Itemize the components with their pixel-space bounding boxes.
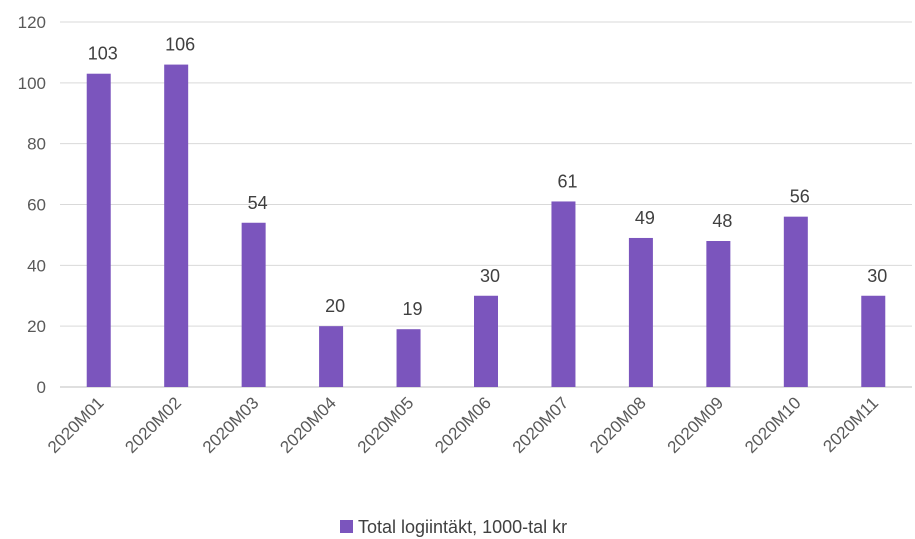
legend-swatch <box>340 520 353 533</box>
bar <box>241 222 266 387</box>
bar <box>164 64 189 387</box>
bar <box>319 326 344 387</box>
data-label: 20 <box>325 296 345 316</box>
bar <box>706 241 731 387</box>
x-tick-label: 2020M03 <box>199 393 263 457</box>
data-label: 106 <box>165 35 195 55</box>
y-axis-ticks: 0 20 40 60 80 100 120 <box>18 13 46 397</box>
bar <box>861 295 886 387</box>
bar <box>86 73 111 387</box>
bar <box>396 329 421 387</box>
y-tick-label: 60 <box>27 196 46 215</box>
data-label: 56 <box>790 187 810 207</box>
data-labels: 103 106 54 20 19 30 61 49 48 56 30 <box>88 35 888 320</box>
data-label: 19 <box>403 299 423 319</box>
y-tick-label: 40 <box>27 256 46 275</box>
legend: Total logiintäkt, 1000-tal kr <box>340 517 567 537</box>
x-tick-label: 2020M06 <box>431 393 495 457</box>
x-tick-label: 2020M11 <box>819 393 882 456</box>
data-label: 54 <box>248 193 268 213</box>
x-tick-label: 2020M09 <box>664 393 728 457</box>
x-tick-label: 2020M08 <box>586 393 650 457</box>
data-label: 49 <box>635 208 655 228</box>
x-tick-label: 2020M02 <box>121 393 185 457</box>
bar <box>628 237 653 387</box>
bars <box>86 64 886 387</box>
y-tick-label: 120 <box>18 13 46 32</box>
y-tick-label: 20 <box>27 317 46 336</box>
data-label: 61 <box>557 171 577 191</box>
x-tick-label: 2020M01 <box>44 393 108 457</box>
x-tick-label: 2020M07 <box>509 393 573 457</box>
legend-label: Total logiintäkt, 1000-tal kr <box>358 517 567 537</box>
x-axis-ticks: 2020M01 2020M02 2020M03 2020M04 2020M05 2020M… <box>44 393 882 457</box>
data-label: 30 <box>867 266 887 286</box>
bar <box>474 295 498 387</box>
bar <box>783 216 808 387</box>
x-tick-label: 2020M04 <box>276 393 340 457</box>
x-tick-label: 2020M05 <box>354 393 418 457</box>
bar <box>551 201 576 387</box>
gridlines <box>60 21 912 388</box>
y-tick-label: 80 <box>27 135 46 154</box>
data-label: 30 <box>480 266 500 286</box>
data-label: 103 <box>88 44 118 64</box>
data-label: 48 <box>712 211 732 231</box>
y-tick-label: 100 <box>18 74 46 93</box>
y-tick-label: 0 <box>37 378 46 397</box>
x-tick-label: 2020M10 <box>741 393 805 457</box>
